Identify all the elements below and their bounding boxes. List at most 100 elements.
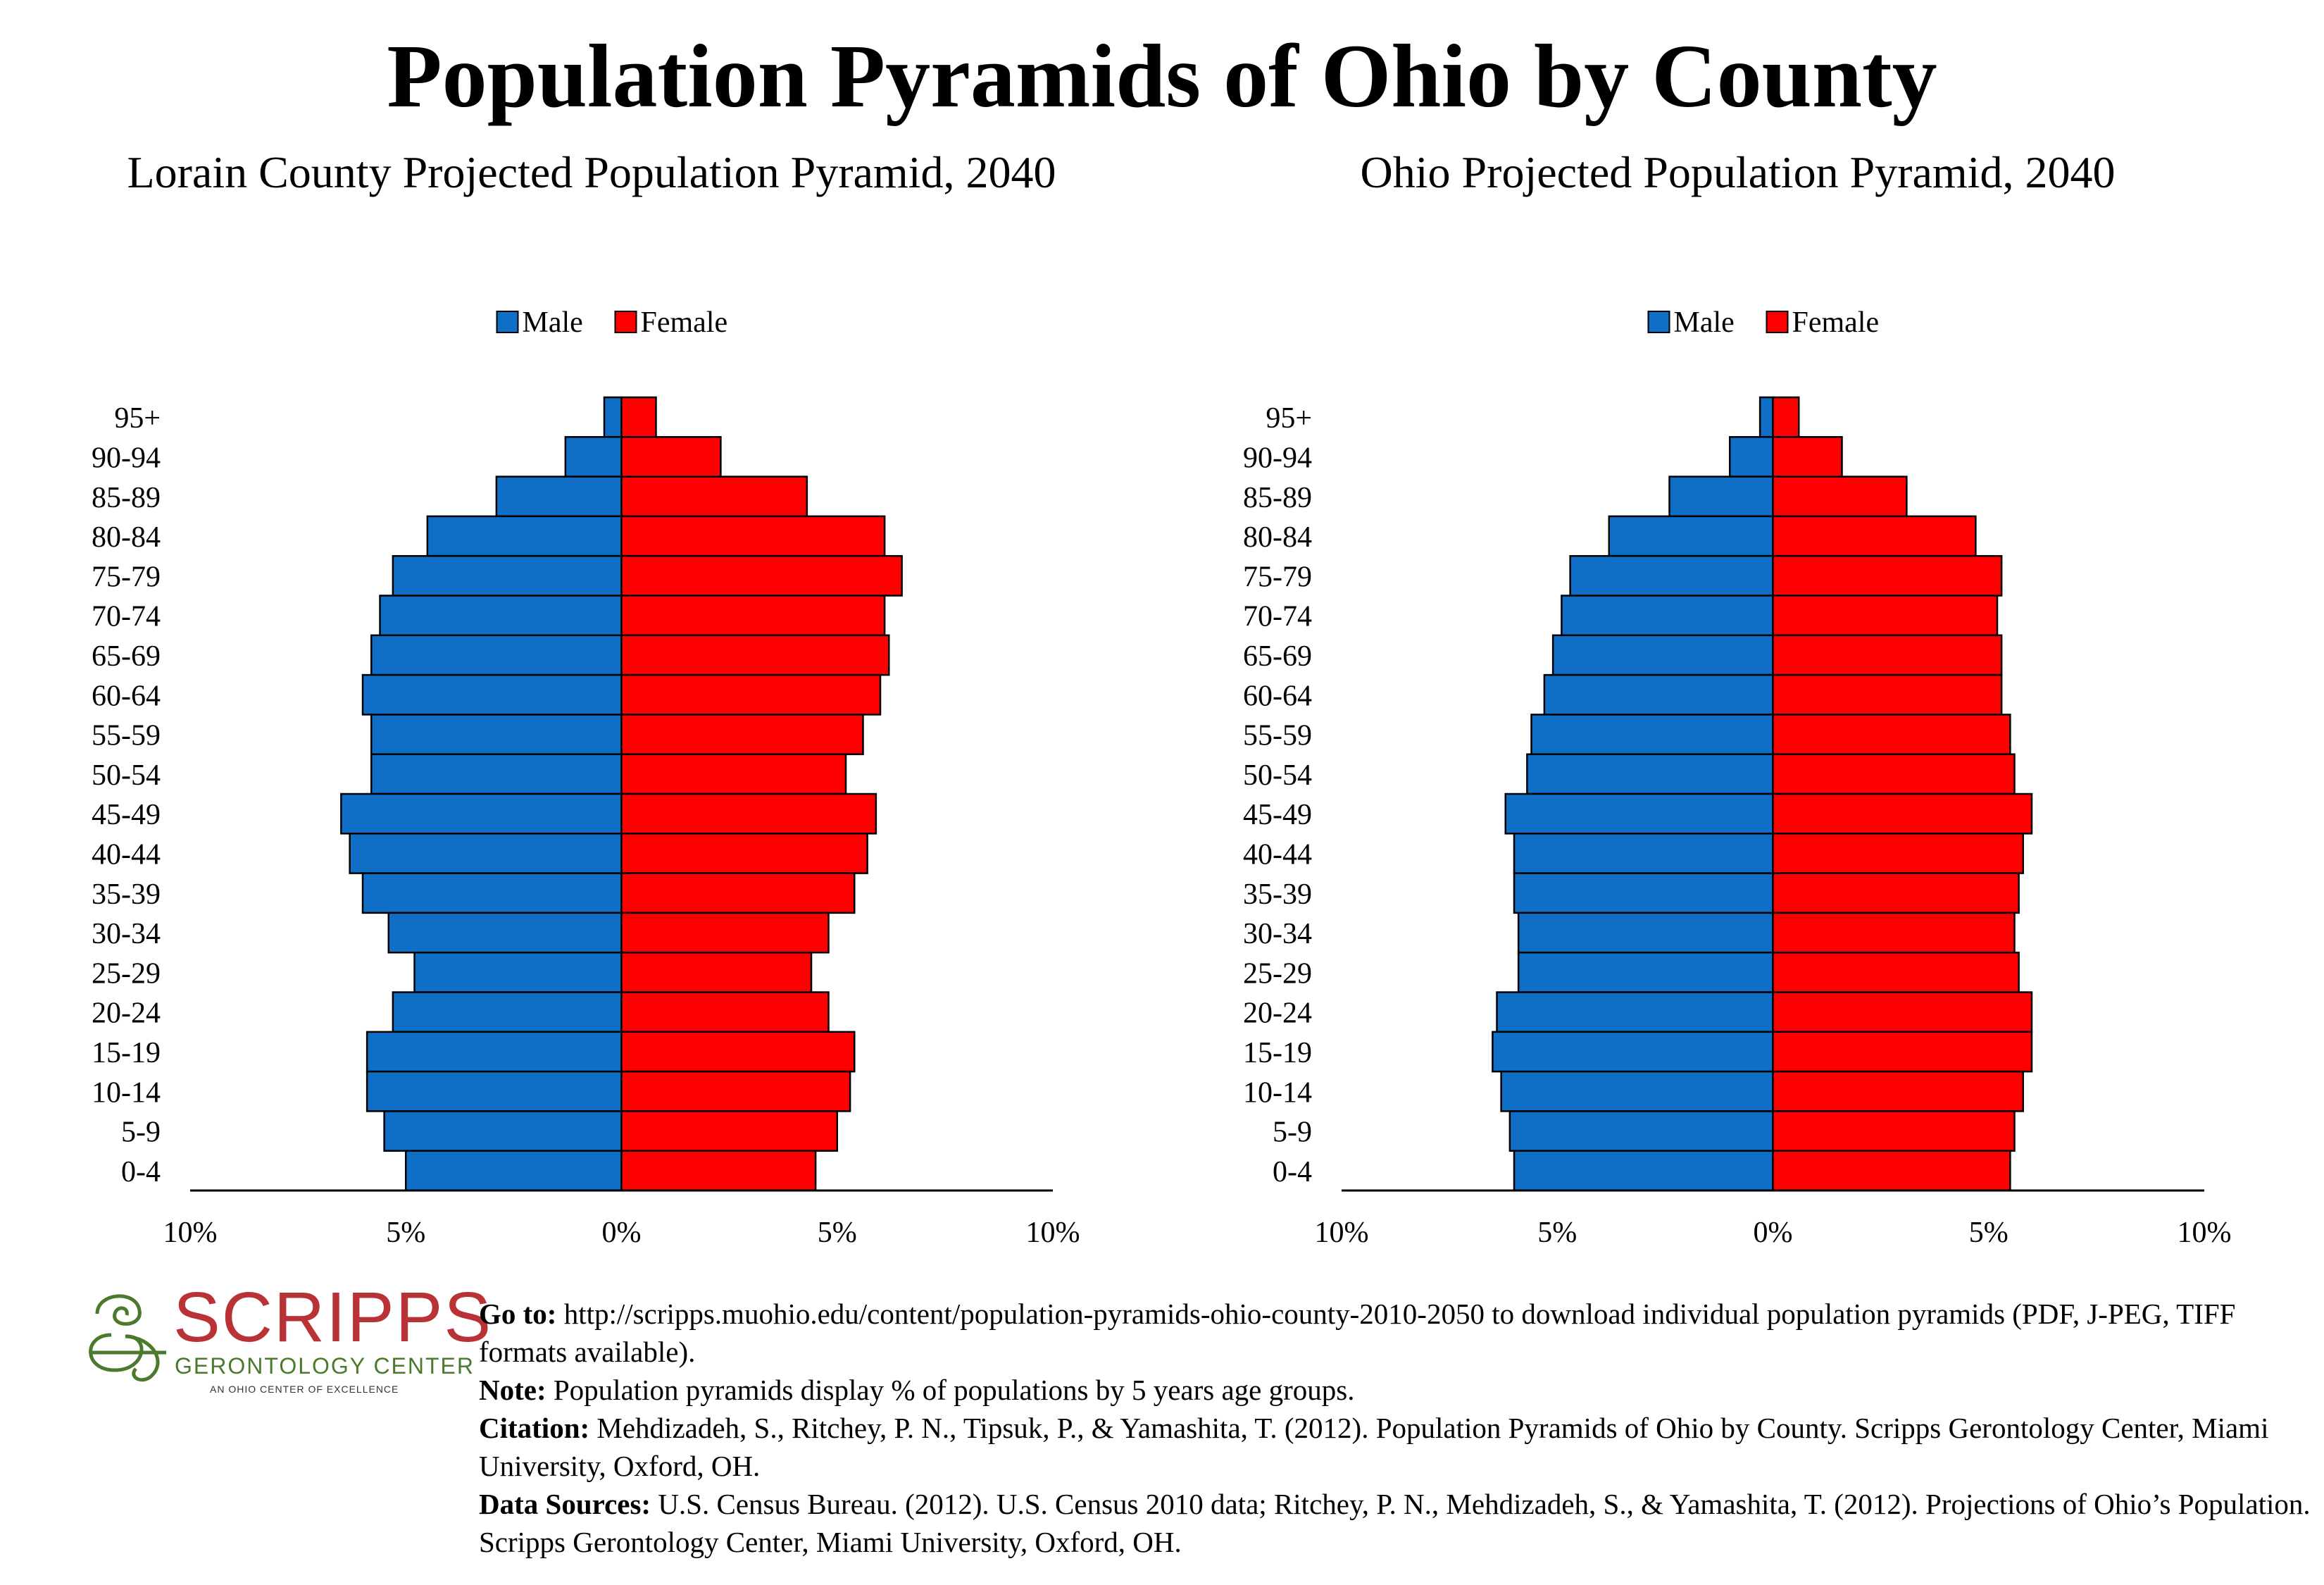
chart-title-lorain: Lorain County Projected Population Pyram… [127,147,1056,197]
female-bar-65-69 [1772,634,2003,676]
age-label: 15-19 [1243,1037,1312,1069]
male-bar-60-64 [1543,673,1774,716]
x-tick-label: 5% [818,1217,857,1249]
male-bar-80-84 [426,515,623,557]
age-label: 25-29 [1243,957,1312,990]
x-tick-label: 10% [163,1217,218,1249]
x-tick-label: 5% [386,1217,425,1249]
legend-swatch-female [1766,311,1789,333]
age-label: 75-79 [1243,561,1312,593]
female-bar-60-64 [1772,673,2003,716]
ohio-pyramid-chart: 95+ 90-94 85-89 80-84 75-79 70-74 65-69 60-64 55… [1243,306,2232,1249]
female-bar-80-84 [1772,515,1977,557]
male-bar-0-4 [1513,1150,1774,1192]
female-bar-20-24 [620,991,830,1033]
sources-label: Data Sources: [479,1488,651,1520]
age-label: 65-69 [92,640,161,673]
page-title: Population Pyramids of Ohio by County [387,26,1937,126]
age-label: 10-14 [1243,1076,1312,1109]
female-bar-20-24 [1772,991,2033,1033]
female-bar-50-54 [620,753,847,795]
x-tick-label: 10% [1026,1217,1080,1249]
age-label: 80-84 [92,521,161,554]
citation-label: Citation: [479,1412,590,1444]
age-label: 20-24 [92,997,161,1030]
female-bar-30-34 [1772,912,2016,954]
male-bar-30-34 [387,912,623,954]
legend-label-female: Female [641,306,728,339]
x-tick-label: 0% [1754,1217,1793,1249]
age-label: 45-49 [92,799,161,831]
age-label: 40-44 [1243,838,1312,871]
age-label: 80-84 [1243,521,1312,554]
notes-block: Go to: http://scripps.muohio.edu/content… [479,1295,2317,1561]
age-label: 20-24 [1243,997,1312,1030]
male-bar-65-69 [370,634,623,676]
female-bar-75-79 [1772,554,2003,597]
male-bar-55-59 [370,714,623,755]
sources-note: Data Sources: U.S. Census Bureau. (2012)… [479,1485,2317,1561]
male-bar-25-29 [413,951,623,993]
age-label: 85-89 [1243,482,1312,514]
female-bar-35-39 [1772,872,2020,914]
female-bar-70-74 [620,595,886,637]
age-label: 95+ [114,402,161,435]
male-bar-60-64 [361,673,623,716]
female-bar-85-89 [1772,476,1908,518]
male-bar-80-84 [1608,515,1774,557]
note-label: Note: [479,1374,546,1406]
age-label: 60-64 [1243,680,1312,712]
male-bar-75-79 [392,554,623,597]
age-label: 40-44 [92,838,161,871]
male-bar-65-69 [1551,634,1774,676]
scripps-logo: SCRIPPS GERONTOLOGY CENTER AN OHIO CENTE… [83,1279,491,1405]
age-label: 35-39 [92,878,161,911]
logo-wordmark: SCRIPPS [173,1278,493,1357]
female-bar-95+ [1772,396,1800,438]
male-bar-85-89 [495,476,623,518]
male-bar-45-49 [1504,792,1774,835]
age-label: 0-4 [121,1156,161,1188]
age-label: 95+ [1266,402,1312,435]
x-tick-label: 5% [1537,1217,1577,1249]
male-bar-40-44 [1513,833,1774,874]
male-bar-10-14 [366,1070,623,1112]
age-label: 55-59 [92,720,161,752]
male-bar-95+ [603,396,623,438]
male-bar-5-9 [1508,1110,1774,1152]
male-bar-85-89 [1668,476,1774,518]
female-bar-90-94 [1772,436,1843,478]
female-bar-65-69 [620,634,890,676]
x-tick-label: 5% [1969,1217,2008,1249]
legend-label-male: Male [1674,306,1735,339]
note-text: Population pyramids display % of populat… [546,1374,1355,1406]
male-bar-15-19 [1492,1031,1774,1073]
male-bar-40-44 [349,833,623,874]
female-bar-60-64 [620,673,882,716]
female-bar-75-79 [620,554,903,597]
age-label: 5-9 [121,1117,161,1149]
legend-swatch-female [614,311,637,333]
age-label: 65-69 [1243,640,1312,673]
percent-note: Note: Population pyramids display % of p… [479,1371,2317,1409]
female-bar-10-14 [1772,1070,2024,1112]
age-label: 60-64 [92,680,161,712]
male-bar-30-34 [1517,912,1774,954]
male-bar-25-29 [1517,951,1774,993]
male-bar-70-74 [1561,595,1774,637]
age-label: 70-74 [92,601,161,633]
female-bar-0-4 [620,1150,817,1192]
female-bar-85-89 [620,476,808,518]
male-bar-55-59 [1530,714,1774,755]
legend-swatch-male [1647,311,1670,333]
male-bar-90-94 [1729,436,1774,478]
male-bar-15-19 [366,1031,623,1073]
female-bar-70-74 [1772,595,1999,637]
legend-label-male: Male [523,306,583,339]
age-label: 30-34 [92,918,161,950]
male-bar-10-14 [1500,1070,1774,1112]
female-bar-45-49 [620,792,877,835]
lorain-pyramid-chart: 95+ 90-94 85-89 80-84 75-79 70-74 65-69 60-64 55… [92,306,1080,1249]
age-label: 70-74 [1243,601,1312,633]
age-label: 55-59 [1243,720,1312,752]
